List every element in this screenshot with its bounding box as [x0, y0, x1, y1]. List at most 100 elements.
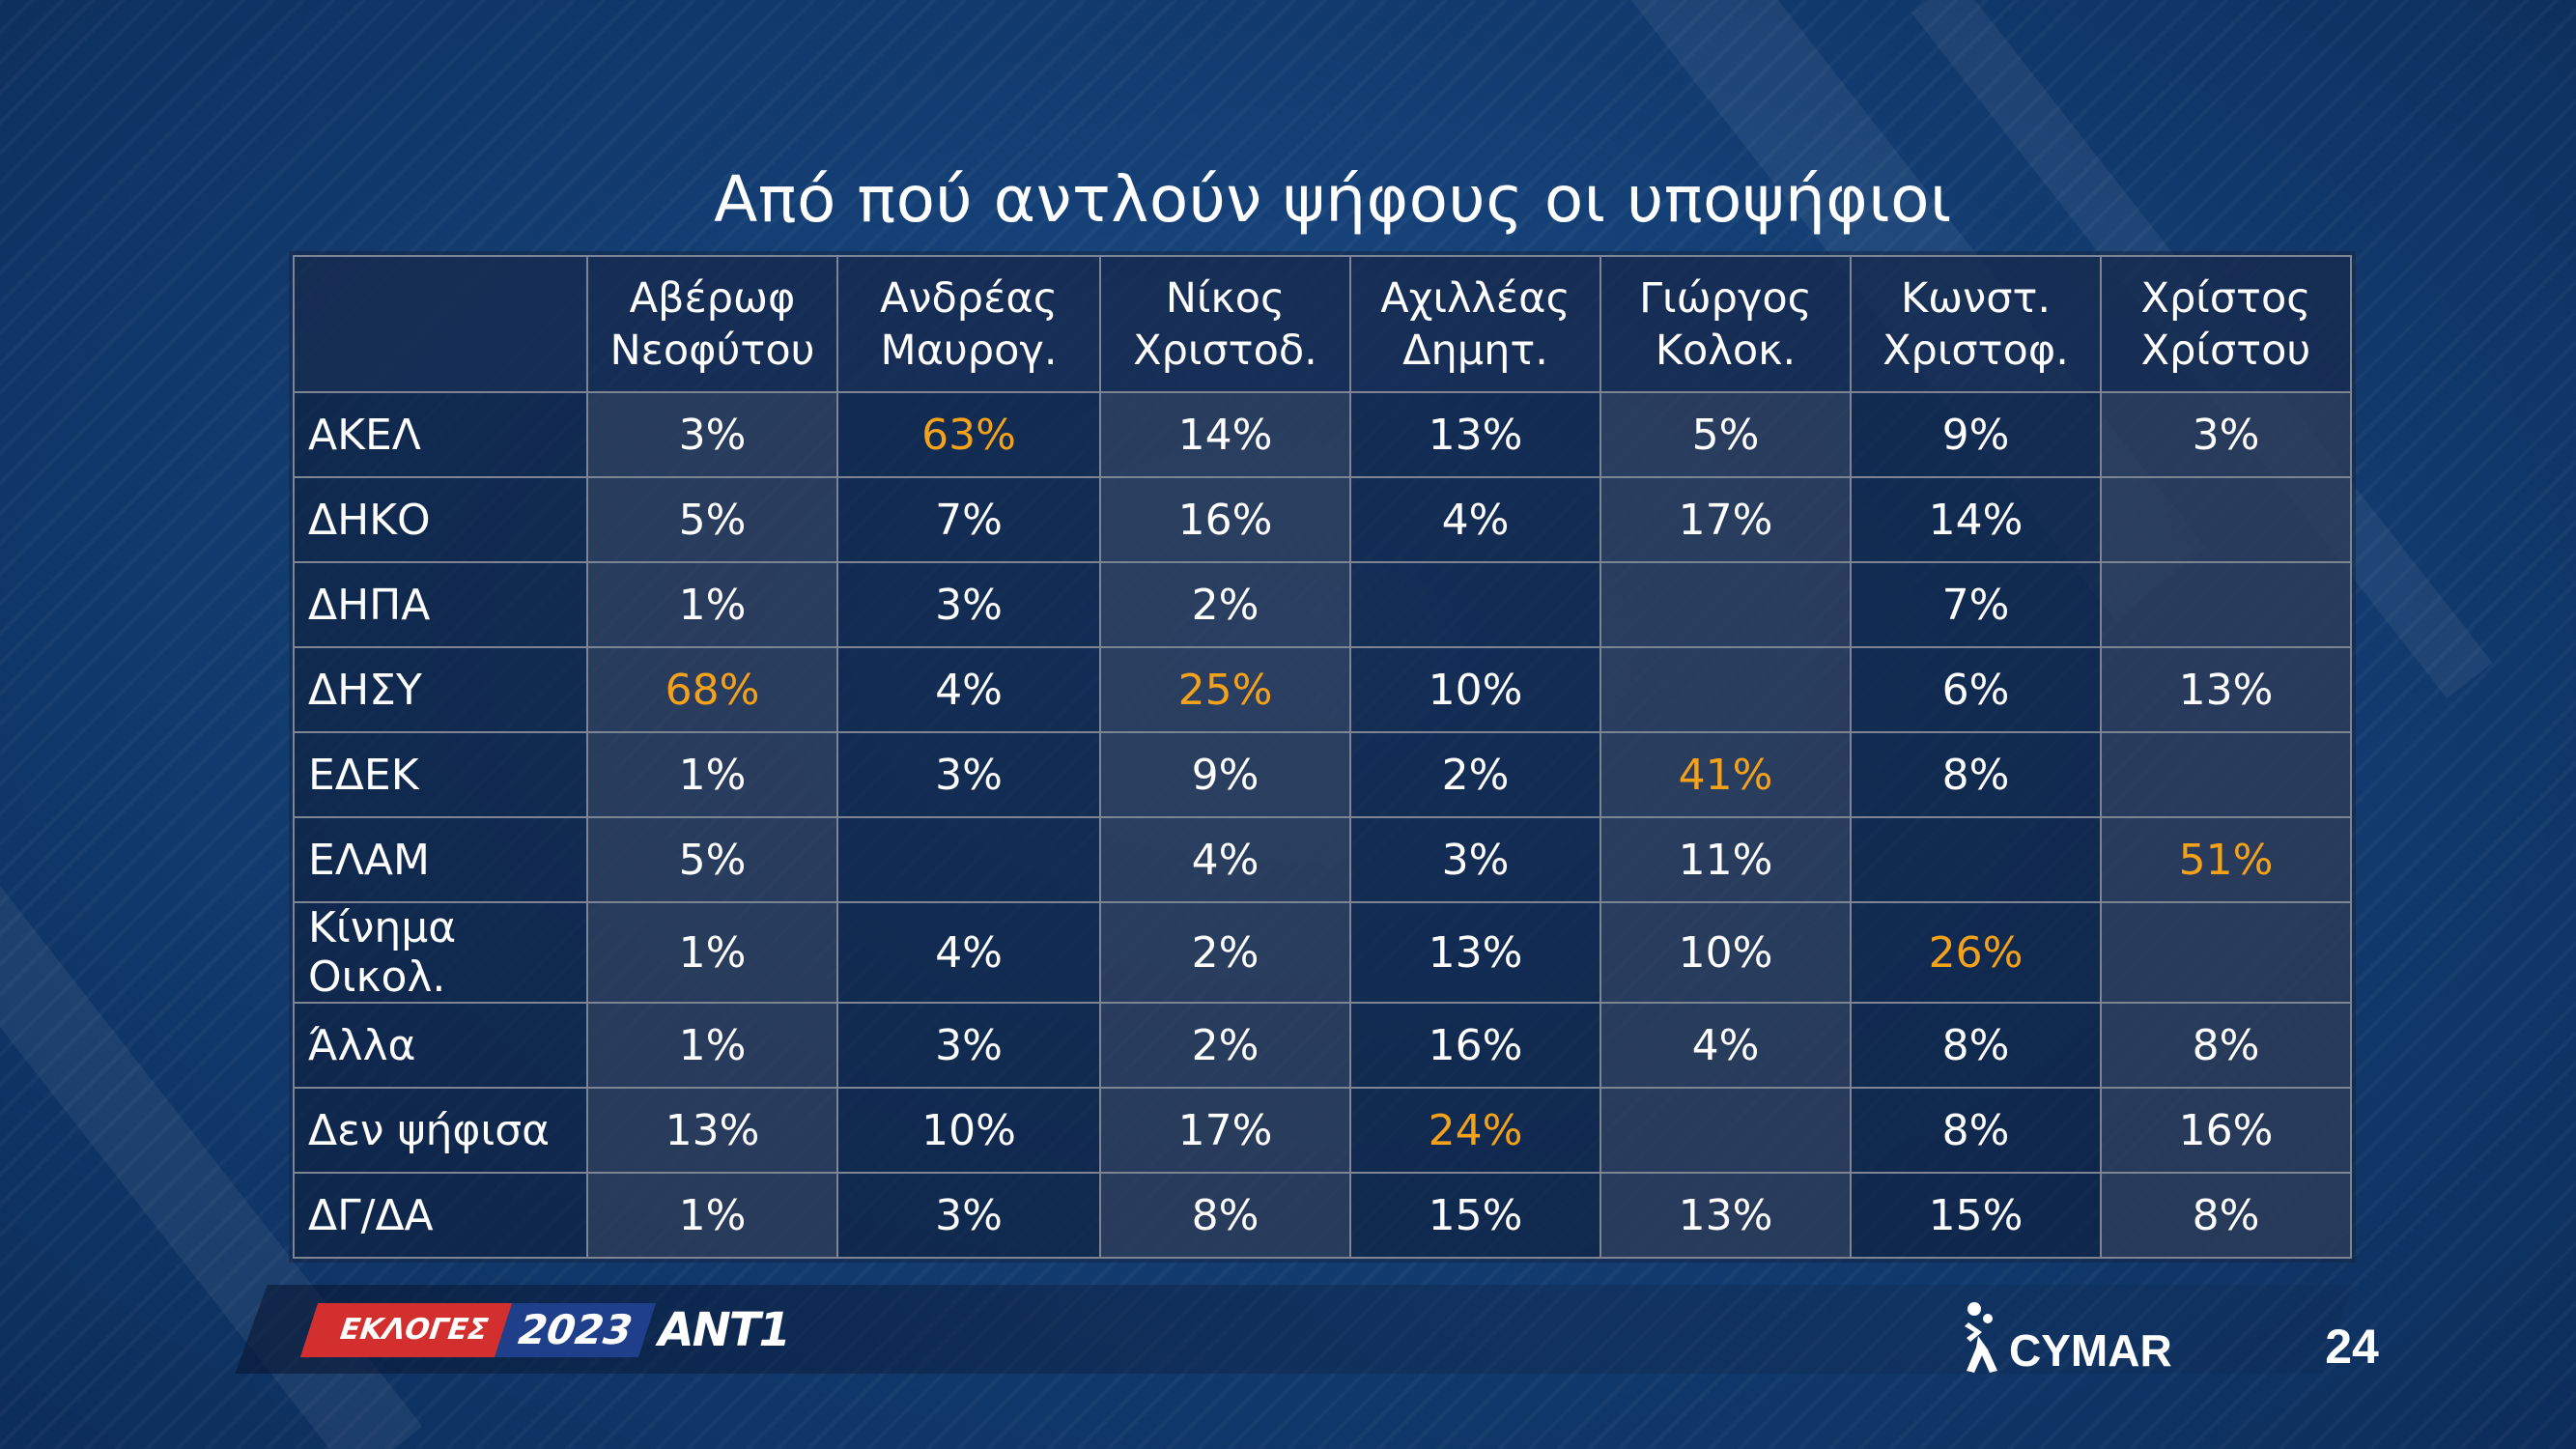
table-cell: 4%	[836, 646, 1101, 733]
table-cell: 13%	[586, 1087, 838, 1174]
table-row: ΔΓ/ΔΑ 1% 3% 8% 15% 13% 15% 8%	[293, 1172, 2352, 1259]
table-cell	[1599, 1087, 1852, 1174]
table-cell: 14%	[1099, 391, 1351, 478]
table-row: Δεν ψήφισα 13% 10% 17% 24% 8% 16%	[293, 1087, 2352, 1174]
table-row: ΕΛΑΜ 5% 4% 3% 11% 51%	[293, 816, 2352, 903]
row-label: ΔΓ/ΔΑ	[293, 1172, 588, 1259]
table-cell: 15%	[1850, 1172, 2102, 1259]
table-cell: 6%	[1850, 646, 2102, 733]
table-row: Άλλα 1% 3% 2% 16% 4% 8% 8%	[293, 1002, 2352, 1089]
table-cell: 3%	[836, 1172, 1101, 1259]
table-cell: 15%	[1349, 1172, 1601, 1259]
column-header: Αβέρωφ Νεοφύτου	[586, 255, 838, 393]
row-label: ΔΗΚΟ	[293, 476, 588, 563]
column-header: Χρίστος Χρίστου	[2100, 255, 2352, 393]
table-cell: 9%	[1099, 731, 1351, 818]
table-cell: 8%	[2100, 1172, 2352, 1259]
table-cell: 13%	[1349, 391, 1601, 478]
table-row: ΔΗΣΥ 68% 4% 25% 10% 6% 13%	[293, 646, 2352, 733]
table-row: ΔΗΠΑ 1% 3% 2% 7%	[293, 561, 2352, 648]
table-cell: 1%	[586, 561, 838, 648]
table-cell	[1850, 816, 2102, 903]
column-header: Γιώργος Κολοκ.	[1599, 255, 1852, 393]
table-cell: 13%	[1349, 901, 1601, 1004]
table-cell: 4%	[836, 901, 1101, 1004]
table-cell: 1%	[586, 901, 838, 1004]
table-cell	[2100, 476, 2352, 563]
table-cell: 3%	[1349, 816, 1601, 903]
table-cell: 10%	[1599, 901, 1852, 1004]
table-cell: 51%	[2100, 816, 2352, 903]
header-row: Αβέρωφ Νεοφύτου Ανδρέας Μαυρογ. Νίκος Χριστοδ…	[293, 255, 2352, 393]
table-cell: 63%	[836, 391, 1101, 478]
table-cell: 17%	[1099, 1087, 1351, 1174]
table-cell: 3%	[586, 391, 838, 478]
channel-logo: ANT1	[658, 1303, 790, 1357]
table-cell: 1%	[586, 1002, 838, 1089]
row-label: ΔΗΣΥ	[293, 646, 588, 733]
table-cell	[1599, 646, 1852, 733]
corner-cell	[293, 255, 588, 393]
table-cell	[836, 816, 1101, 903]
table-cell: 8%	[1850, 1002, 2102, 1089]
table-cell: 5%	[586, 816, 838, 903]
table-cell: 7%	[1850, 561, 2102, 648]
table-cell: 25%	[1099, 646, 1351, 733]
page-number: 24	[2325, 1320, 2379, 1374]
table-cell: 8%	[1850, 1087, 2102, 1174]
table-cell: 13%	[1599, 1172, 1852, 1259]
table-cell: 1%	[586, 1172, 838, 1259]
column-header-line: Χρίστος	[2140, 273, 2311, 323]
table-cell: 16%	[1349, 1002, 1601, 1089]
table-cell	[1599, 561, 1852, 648]
cymar-figure-icon	[1965, 1302, 1997, 1373]
table-cell: 4%	[1599, 1002, 1852, 1089]
row-label: ΔΗΠΑ	[293, 561, 588, 648]
table-cell: 3%	[836, 561, 1101, 648]
row-label: ΕΛΑΜ	[293, 816, 588, 903]
row-label: Κίνημα Οικολ.	[293, 901, 588, 1004]
table-cell: 17%	[1599, 476, 1852, 563]
table-cell: 4%	[1349, 476, 1601, 563]
table-cell: 24%	[1349, 1087, 1601, 1174]
column-header-line: Χρίστου	[2140, 326, 2311, 375]
elections-label: ΕΚΛΟΓΕΣ	[299, 1303, 516, 1357]
table-cell: 11%	[1599, 816, 1852, 903]
table-row: ΔΗΚΟ 5% 7% 16% 4% 17% 14%	[293, 476, 2352, 563]
elections-2023-logo: ΕΚΛΟΓΕΣ 2023 ANT1	[299, 1302, 801, 1358]
column-header-line: Νεοφύτου	[609, 326, 815, 375]
table-cell: 10%	[836, 1087, 1101, 1174]
table-cell: 3%	[2100, 391, 2352, 478]
table-cell: 13%	[2100, 646, 2352, 733]
column-header: Αχιλλέας Δημητ.	[1349, 255, 1601, 393]
table-cell: 2%	[1099, 1002, 1351, 1089]
row-label: ΕΔΕΚ	[293, 731, 588, 818]
table-cell: 2%	[1099, 901, 1351, 1004]
column-header: Νίκος Χριστοδ.	[1099, 255, 1351, 393]
table-cell: 3%	[836, 731, 1101, 818]
table-cell	[2100, 731, 2352, 818]
table-cell: 68%	[586, 646, 838, 733]
column-header-line: Αβέρωφ	[629, 273, 796, 323]
table-cell: 8%	[1850, 731, 2102, 818]
row-label: Άλλα	[293, 1002, 588, 1089]
table-cell: 8%	[2100, 1002, 2352, 1089]
table-cell: 14%	[1850, 476, 2102, 563]
table-cell	[2100, 901, 2352, 1004]
pollster-name: CYMAR	[2009, 1325, 2172, 1376]
table-cell: 2%	[1099, 561, 1351, 648]
poll-table: Αβέρωφ Νεοφύτου Ανδρέας Μαυρογ. Νίκος Χριστοδ…	[293, 255, 2352, 1259]
cymar-logo: CYMAR	[1959, 1299, 2172, 1377]
column-header-line: Κωνστ.	[1900, 273, 2052, 323]
column-header-line: Δημητ.	[1402, 326, 1548, 375]
table-cell: 8%	[1099, 1172, 1351, 1259]
column-header-line: Αχιλλέας	[1380, 273, 1571, 323]
table-cell: 10%	[1349, 646, 1601, 733]
elections-year: 2023	[494, 1303, 656, 1357]
row-label: ΑΚΕΛ	[293, 391, 588, 478]
table-cell: 5%	[1599, 391, 1852, 478]
table-row: ΑΚΕΛ 3% 63% 14% 13% 5% 9% 3%	[293, 391, 2352, 478]
column-header-line: Χριστοδ.	[1133, 326, 1317, 375]
column-header-line: Γιώργος	[1639, 273, 1812, 323]
table-cell: 1%	[586, 731, 838, 818]
